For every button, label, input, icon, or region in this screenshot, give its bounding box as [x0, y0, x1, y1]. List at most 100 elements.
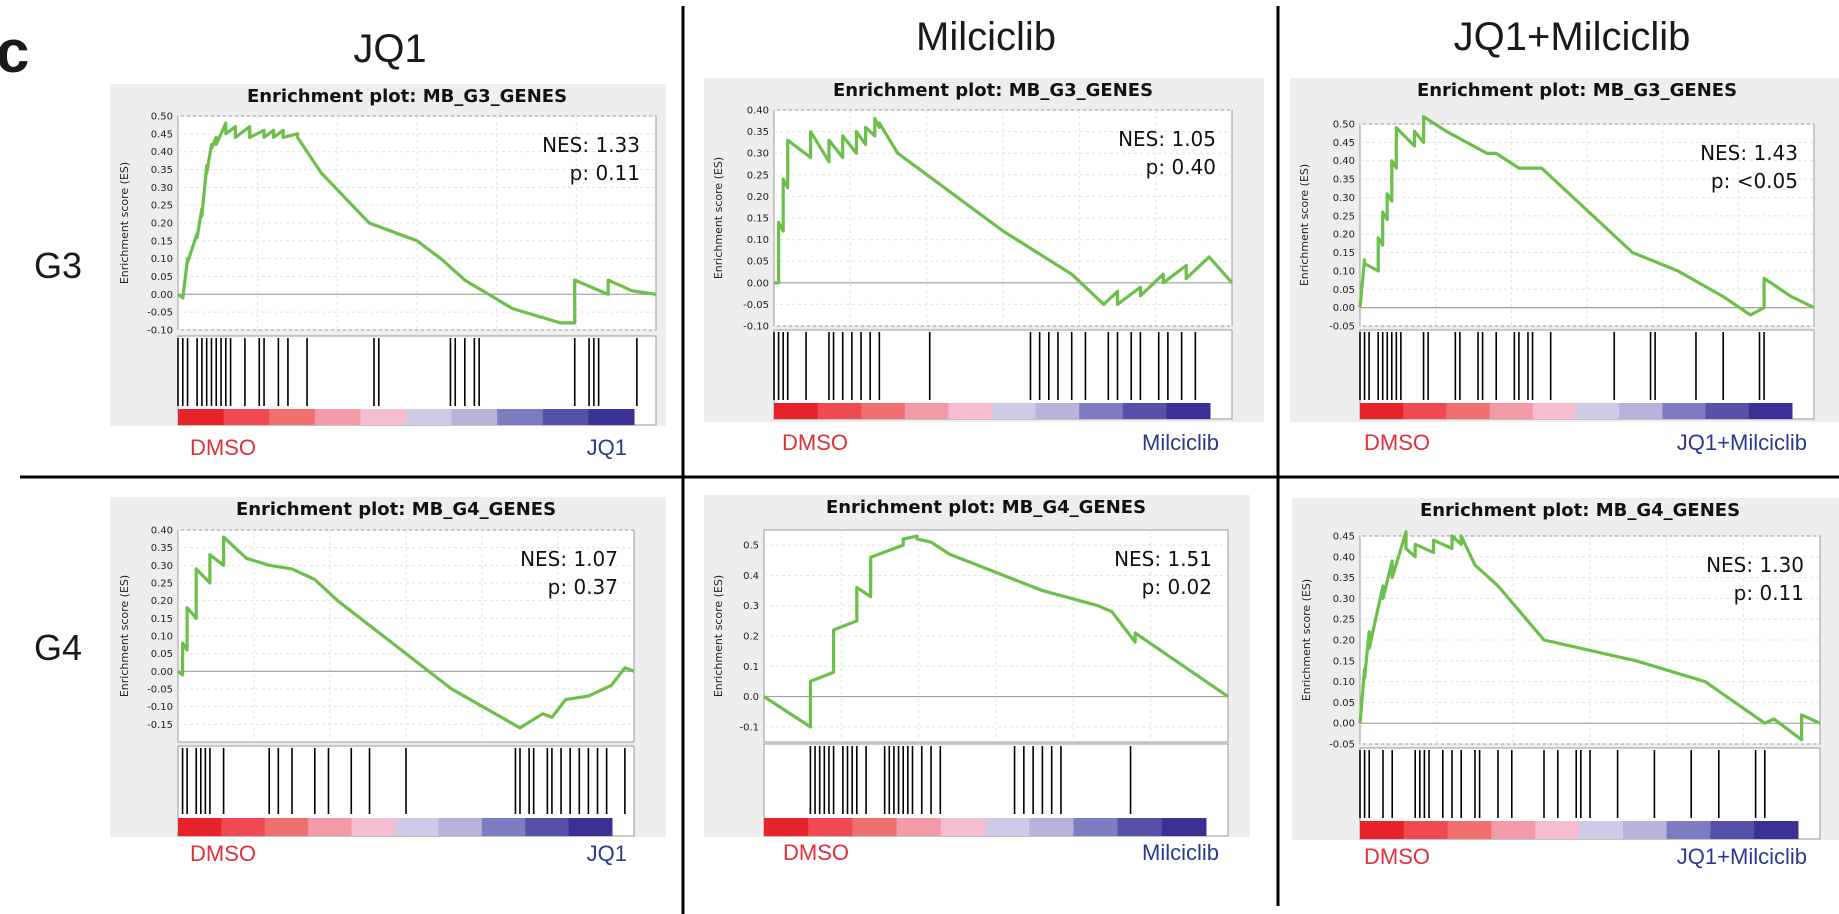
rank-bar-segment: [1035, 403, 1080, 419]
rank-bar-segment: [406, 409, 453, 425]
plot-title: Enrichment plot: MB_G3_GENES: [247, 86, 567, 107]
plot-title: Enrichment plot: MB_G4_GENES: [826, 497, 1146, 518]
y-tick-label: 0.35: [151, 543, 173, 554]
plot-title: Enrichment plot: MB_G4_GENES: [236, 499, 556, 520]
es-curve: [763, 534, 1229, 729]
rank-bar-segment: [1666, 821, 1711, 839]
y-tick-label: 0.10: [151, 632, 173, 643]
y-tick-label: -0.05: [743, 300, 769, 311]
rank-bar-segment: [525, 818, 570, 836]
y-tick-label: 0.25: [151, 579, 173, 590]
y-tick-label: -0.05: [147, 685, 173, 696]
y-axis-label: Enrichment score (ES): [1298, 164, 1311, 286]
rank-bar-segment: [852, 818, 898, 836]
rank-bar-segment: [542, 409, 589, 425]
y-tick-label: -0.10: [147, 326, 173, 337]
rank-bar-segment: [985, 818, 1030, 836]
rank-bar-segment: [1622, 821, 1668, 839]
y-tick-label: 0.00: [151, 667, 173, 678]
y-tick-label: 0.30: [1333, 594, 1355, 605]
rank-bar-segment: [1619, 403, 1663, 419]
y-tick-label: 0.0: [743, 692, 759, 703]
y-tick-label: 0.40: [151, 147, 173, 158]
rank-bar-segment: [221, 818, 266, 836]
rank-bar-segment: [1754, 821, 1799, 839]
rank-bar-segment: [1403, 403, 1447, 419]
p-value: p: 0.40: [1146, 155, 1216, 179]
rank-bar-segment: [1161, 818, 1207, 836]
rank-bar-segment: [1073, 818, 1119, 836]
rank-bar-segment: [1576, 403, 1620, 419]
p-value: p: 0.37: [548, 575, 618, 599]
rank-bar-segment: [1447, 821, 1492, 839]
y-tick-label: 0.20: [1333, 636, 1355, 647]
rank-bar-segment: [774, 403, 819, 419]
y-tick-label: 0.00: [1333, 303, 1355, 314]
p-value: p: 0.02: [1142, 575, 1212, 599]
plot-title: Enrichment plot: MB_G4_GENES: [1420, 500, 1740, 521]
y-tick-label: 0.35: [1333, 175, 1355, 186]
y-tick-label: 0.45: [1333, 138, 1355, 149]
y-tick-label: 0.15: [1333, 248, 1355, 259]
nes-value: NES: 1.30: [1706, 553, 1804, 577]
y-tick-label: 0.05: [1333, 285, 1355, 296]
rank-bar-segment: [1166, 403, 1211, 419]
rank-bar-segment: [1489, 403, 1534, 419]
y-tick-label: 0.15: [1333, 656, 1355, 667]
rank-bar-segment: [861, 403, 906, 419]
y-tick-label: 0.05: [747, 257, 769, 268]
y-tick-label: 0.35: [747, 127, 769, 138]
left-phenotype-label: DMSO: [190, 435, 256, 460]
y-axis-label: Enrichment score (ES): [1300, 579, 1313, 701]
y-tick-label: 0.40: [747, 106, 769, 117]
y-tick-label: 0.25: [151, 201, 173, 212]
p-value: p: 0.11: [570, 161, 640, 185]
right-phenotype-label: Milciclib: [1142, 430, 1219, 455]
rank-bar-segment: [308, 818, 353, 836]
y-tick-label: 0.10: [1333, 677, 1355, 688]
enrichment-plot-5: Enrichment plot: MB_G4_GENES 0.5 0.4 0.3 0.2…: [704, 495, 1250, 865]
y-tick-label: 0.45: [151, 129, 173, 140]
y-tick-label: 0.2: [743, 632, 759, 643]
rank-bar-segment: [817, 403, 862, 419]
right-phenotype-label: Milciclib: [1142, 840, 1219, 865]
right-phenotype-label: JQ1: [587, 435, 627, 460]
y-tick-label: 0.25: [1333, 615, 1355, 626]
y-tick-label: 0.30: [1333, 193, 1355, 204]
rank-bar-segment: [1079, 403, 1124, 419]
rank-bar-segment: [1117, 818, 1163, 836]
y-tick-label: 0.35: [151, 165, 173, 176]
enrichment-plot-3: Enrichment plot: MB_G3_GENES 0.50 0.45 0.40…: [1290, 78, 1839, 455]
plot-title: Enrichment plot: MB_G3_GENES: [833, 80, 1153, 101]
rank-bar-segment: [808, 818, 853, 836]
es-curve: [177, 535, 635, 730]
nes-value: NES: 1.07: [520, 547, 618, 571]
y-axis-label: Enrichment score (ES): [118, 162, 131, 284]
rank-bar-segment: [1360, 403, 1404, 419]
rank-bar-segment: [395, 818, 439, 836]
y-tick-label: 0.40: [151, 526, 173, 537]
rank-bar-segment: [481, 818, 526, 836]
enrichment-plot-2: Enrichment plot: MB_G3_GENES 0.40 0.35 0.30…: [704, 78, 1264, 455]
left-phenotype-label: DMSO: [783, 840, 849, 865]
y-tick-label: 0.20: [747, 192, 769, 203]
rank-bar-segment: [940, 818, 986, 836]
y-tick-label: 0.30: [151, 561, 173, 572]
y-tick-label: 0.3: [743, 601, 759, 612]
column-header-combo: JQ1+Milciclib: [1454, 15, 1691, 59]
rank-bar-segment: [568, 818, 613, 836]
rank-bar-segment: [223, 409, 270, 425]
y-tick-label: -0.15: [147, 720, 173, 731]
y-tick-label: -0.1: [739, 722, 759, 733]
y-tick-label: 0.25: [1333, 211, 1355, 222]
rank-bar-segment: [178, 818, 222, 836]
y-tick-label: 0.25: [747, 170, 769, 181]
y-tick-label: 0.00: [1333, 719, 1355, 730]
nes-value: NES: 1.51: [1114, 547, 1212, 571]
enrichment-plot-1: Enrichment plot: MB_G3_GENES 0.50 0.45 0.40…: [110, 84, 666, 460]
es-curve: [774, 116, 1234, 306]
y-tick-label: 0.20: [1333, 230, 1355, 241]
rank-bar-segment: [1705, 403, 1750, 419]
rank-bar-segment: [1446, 403, 1491, 419]
y-tick-label: 0.15: [151, 236, 173, 247]
